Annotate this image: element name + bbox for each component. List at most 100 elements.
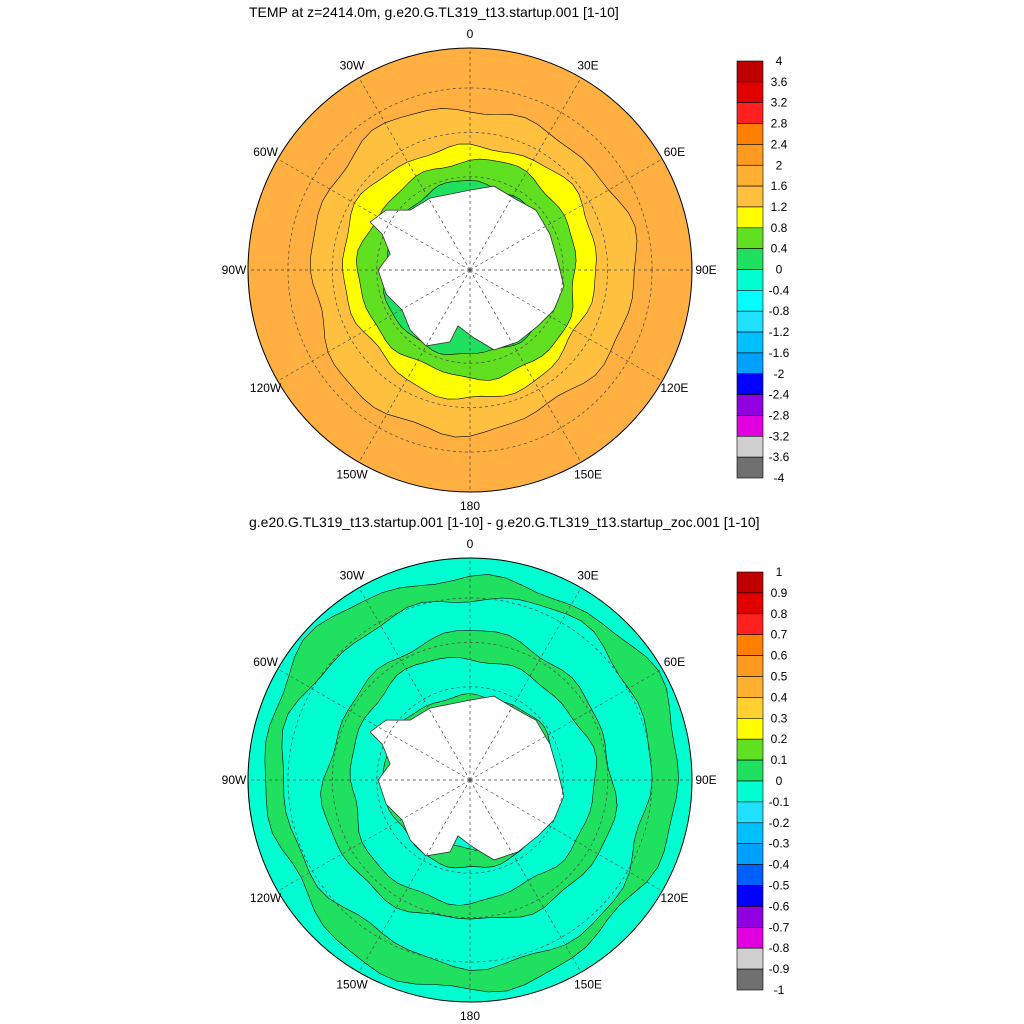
colorbar-label: -3.6 bbox=[769, 450, 790, 464]
longitude-label: 0 bbox=[467, 537, 474, 551]
colorbar-swatch bbox=[736, 435, 764, 458]
colorbar-swatch bbox=[736, 290, 764, 312]
colorbar-label: 0.6 bbox=[771, 649, 788, 663]
longitude-label: 30W bbox=[340, 569, 365, 583]
colorbar-label: 4 bbox=[776, 54, 783, 68]
meridian-gridline bbox=[469, 668, 663, 781]
colorbar-swatch bbox=[736, 571, 764, 594]
colorbar-label: 0 bbox=[776, 263, 783, 277]
colorbar-label: -2.8 bbox=[769, 409, 790, 423]
colorbar-panel-2: 1 0.9 0.8 0.7 0.6 0.5 0.4 0.3 0.2 0.1 0 -0.1 -0.2 -0.… bbox=[736, 565, 790, 997]
longitude-label: 180 bbox=[460, 1009, 480, 1023]
colorbar-swatch bbox=[736, 123, 764, 145]
meridian-gridline bbox=[277, 779, 471, 892]
longitude-label: 30E bbox=[577, 59, 598, 73]
colorbar-swatch bbox=[736, 885, 764, 907]
meridian-gridline bbox=[358, 269, 471, 463]
colorbar-swatch bbox=[736, 394, 764, 416]
colorbar-label: 1.6 bbox=[771, 179, 788, 193]
colorbar-label: -1.2 bbox=[769, 325, 790, 339]
longitude-label: 120W bbox=[250, 891, 282, 905]
colorbar-label: -0.3 bbox=[769, 837, 790, 851]
meridian-gridline bbox=[277, 668, 471, 781]
colorbar-swatch bbox=[736, 780, 764, 803]
colorbar-swatch bbox=[736, 248, 764, 270]
colorbar-swatch bbox=[736, 926, 764, 949]
colorbar-swatch bbox=[736, 185, 764, 208]
longitude-label: 30W bbox=[340, 59, 365, 73]
colorbar-label: -2.4 bbox=[769, 388, 790, 402]
meridian-gridline bbox=[469, 587, 582, 781]
colorbar-swatch bbox=[736, 269, 764, 291]
colorbar-label: -0.6 bbox=[769, 899, 790, 913]
colorbar-swatch bbox=[736, 592, 764, 615]
meridian-gridline bbox=[277, 269, 471, 382]
colorbar-label: -0.4 bbox=[769, 858, 790, 872]
colorbar-swatch bbox=[736, 697, 764, 719]
colorbar-swatch bbox=[736, 415, 764, 437]
colorbar-swatch bbox=[736, 81, 764, 103]
colorbar-swatch bbox=[736, 352, 764, 375]
panel-1-title: TEMP at z=2414.0m, g.e20.G.TL319_t13.sta… bbox=[249, 4, 619, 20]
meridian-gridline bbox=[469, 779, 582, 973]
colorbar-label: -0.8 bbox=[769, 304, 790, 318]
longitude-label: 150W bbox=[336, 977, 368, 991]
meridian-gridline bbox=[469, 158, 663, 271]
longitude-label: 60E bbox=[664, 655, 685, 669]
meridian-gridline bbox=[277, 158, 471, 271]
colorbar-swatch bbox=[736, 613, 764, 635]
latitude-gridline bbox=[332, 642, 608, 918]
map-boundary bbox=[247, 557, 693, 1003]
longitude-label: 90W bbox=[222, 263, 247, 277]
field-panel-2 bbox=[248, 558, 692, 1002]
antarctica-land bbox=[369, 185, 565, 351]
meridian-gridline bbox=[358, 779, 471, 973]
longitude-label: 0 bbox=[467, 27, 474, 41]
colorbar-label: -0.5 bbox=[769, 879, 790, 893]
colorbar-swatch bbox=[736, 456, 764, 479]
colorbar-label: 0.7 bbox=[771, 628, 788, 642]
latitude-gridline bbox=[376, 176, 564, 364]
field-panel-1 bbox=[248, 48, 692, 492]
colorbar-swatch bbox=[736, 759, 764, 782]
colorbar-swatch bbox=[736, 906, 764, 928]
colorbar-label: 0.8 bbox=[771, 607, 788, 621]
colorbar-label: 2.8 bbox=[771, 117, 788, 131]
map-panel-1: 0 30E 60E 90E 120E 150E 180 150W 120W 90W 60W 30W 4 3… bbox=[222, 27, 790, 513]
colorbar-label: -4 bbox=[774, 471, 785, 485]
colorbar-label: -0.4 bbox=[769, 283, 790, 297]
longitude-label: 60E bbox=[664, 145, 685, 159]
colorbar-label: -3.2 bbox=[769, 429, 790, 443]
colorbar-panel-1: 4 3.6 3.2 2.8 2.4 2 1.6 1.2 0.8 0.4 0 -0.4 -0.8 -1.2 -… bbox=[736, 54, 790, 485]
colorbar-label: -1 bbox=[774, 983, 785, 997]
colorbar-label: 0.9 bbox=[771, 586, 788, 600]
colorbar-swatch bbox=[736, 331, 764, 354]
colorbar-label: 3.6 bbox=[771, 75, 788, 89]
colorbar-swatch bbox=[736, 717, 764, 740]
colorbar-swatch bbox=[736, 227, 764, 249]
longitude-label: 120E bbox=[660, 891, 688, 905]
colorbar-swatch bbox=[736, 655, 764, 677]
colorbar-swatch bbox=[736, 144, 764, 166]
longitude-label: 150W bbox=[336, 467, 368, 481]
latitude-gridline bbox=[376, 686, 564, 874]
colorbar-swatch bbox=[736, 843, 764, 865]
meridian-gridline bbox=[469, 269, 582, 463]
colorbar-label: -0.1 bbox=[769, 795, 790, 809]
longitude-label: 60W bbox=[253, 655, 278, 669]
colorbar-label: -0.7 bbox=[769, 920, 790, 934]
colorbar-swatch bbox=[736, 801, 764, 824]
latitude-gridline bbox=[332, 132, 608, 408]
meridian-gridline bbox=[469, 77, 582, 271]
antarctica-land bbox=[369, 695, 565, 861]
colorbar-swatch bbox=[736, 102, 764, 124]
colorbar-swatch bbox=[736, 373, 764, 395]
meridian-gridline bbox=[358, 77, 471, 271]
colorbar-label: -1.6 bbox=[769, 346, 790, 360]
colorbar-swatch bbox=[736, 206, 764, 229]
colorbar-label: 3.2 bbox=[771, 96, 788, 110]
colorbar-label: -0.9 bbox=[769, 962, 790, 976]
colorbar-swatch bbox=[736, 60, 764, 83]
longitude-label: 120E bbox=[660, 381, 688, 395]
